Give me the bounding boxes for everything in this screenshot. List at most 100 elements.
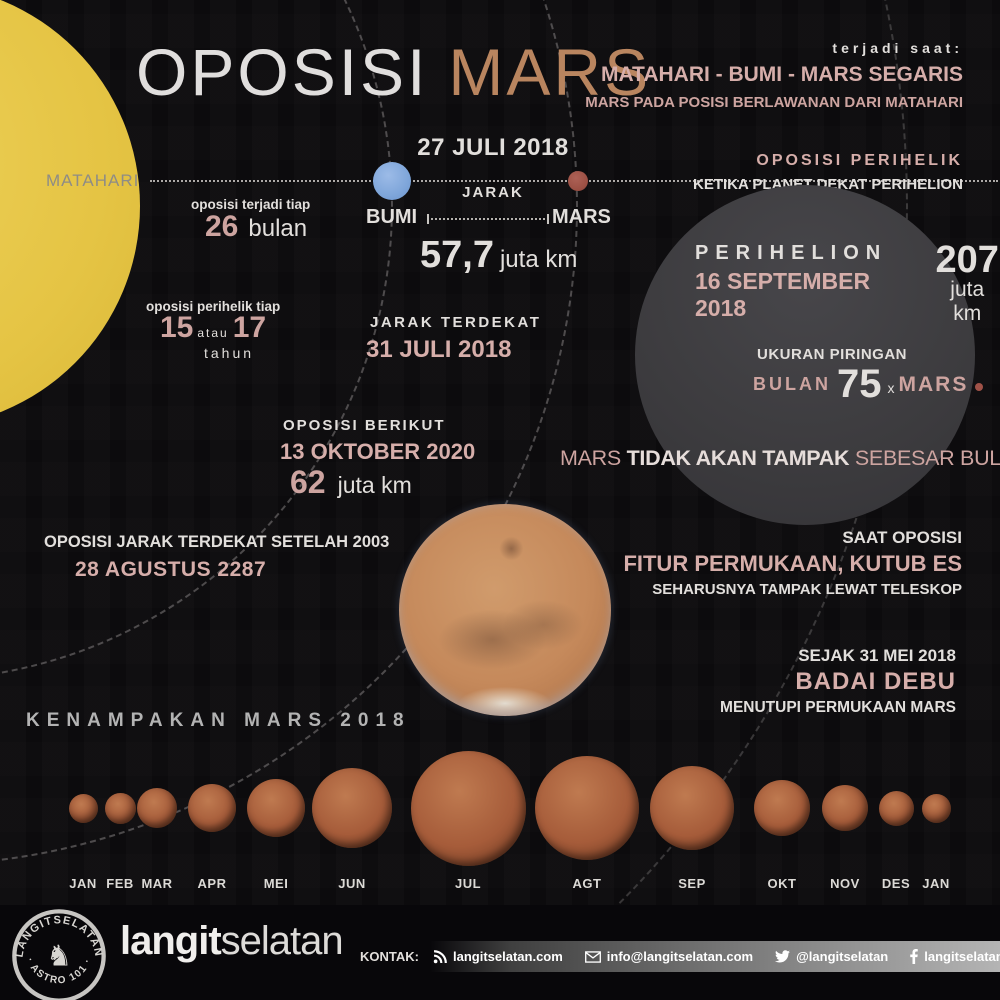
disc-mars-label: MARS [898,372,969,396]
page-title: OPOSISI MARS [136,34,651,110]
mars-globe-mar [137,788,177,828]
note-bold: TIDAK AKAN TAMPAK [626,446,850,470]
distance-value-row: 57,7 juta km [420,234,577,277]
dust-line1: SEJAK 31 MEI 2018 [798,646,956,665]
opposition-frequency-value: 26 bulan [205,210,307,244]
distance-unit: juta km [499,246,578,273]
alignment-subline: MARS PADA POSISI BERLAWANAN DARI MATAHAR… [585,94,963,111]
perihelic-opposition-header: OPOSISI PERIHELIK KETIKA PLANET DEKAT PE… [693,152,963,193]
perihelic-years-unit: tahun [204,345,255,361]
contact-facebook[interactable]: langitselatan [910,949,1000,964]
appearance-title: KENAMPAKAN MARS 2018 [26,710,411,731]
month-label-mar: MAR [141,876,173,891]
perihelic-title: OPOSISI PERIHELIK [756,152,963,169]
perihelion-distance-unit: juta km [950,278,985,326]
mars-globe-mei [247,779,305,837]
frequency-months-value: 26 [205,210,239,243]
mars-globe-agt [535,756,639,860]
mars-globe-feb [104,792,136,824]
perihelic-frequency-value: 15 atau 17 [160,311,266,345]
mars-globe-des [878,790,914,826]
month-label-agt: AGT [572,876,602,891]
perihelic-conjunction: atau [197,326,229,340]
telescope-line1: SAAT OPOSISI [842,528,962,547]
mars-globe-jul [410,750,526,866]
contact-email[interactable]: info@langitselatan.com [584,949,754,964]
rss-icon [433,949,447,963]
facebook-icon [910,949,919,964]
title-oposisi: OPOSISI [136,35,429,109]
brand-bold: langit [120,919,222,963]
record-opposition-label: OPOSISI JARAK TERDEKAT SETELAH 2003 [44,533,390,551]
contact-twitter-text: @langitselatan [796,949,889,964]
contact-website-text: langitselatan.com [452,949,563,964]
contacts-row: KONTAK: langitselatan.com info@langitsel… [360,941,1000,972]
contact-email-text: info@langitselatan.com [606,949,754,964]
earth-label: BUMI [366,206,418,228]
contact-twitter[interactable]: @langitselatan [775,949,888,964]
telescope-line3: SEHARUSNYA TAMPAK LEWAT TELESKOP [652,581,962,598]
distance-label: JARAK [462,184,524,201]
month-label-des: DES [881,876,911,891]
visibility-note: MARS TIDAK AKAN TAMPAK SEBESAR BULAN [560,446,1000,471]
sun-circle [0,0,140,428]
month-label-feb: FEB [106,876,134,891]
disc-size-row: BULAN 75 x MARS [753,362,984,407]
brand-wordmark: langitselatan [120,919,344,964]
disc-times-label: x [887,379,895,396]
earth-circle [373,162,411,200]
disc-size-label: UKURAN PIRINGAN [757,346,907,363]
mars-photo [399,504,611,716]
perihelion-block: PERIHELION 16 SEPTEMBER 2018 207 juta km [695,241,1000,326]
opposition-date: 27 JULI 2018 [417,134,569,161]
month-label-apr: APR [197,876,227,891]
alignment-line: MATAHARI - BUMI - MARS SEGARIS [600,63,963,86]
title-mars: MARS [448,35,652,109]
month-label-jul: JUL [454,876,482,891]
perihelion-date: 16 SEPTEMBER 2018 [695,268,871,321]
note-pre: MARS [560,446,627,470]
mars-size-dot [975,382,984,391]
next-opposition-date: 13 OKTOBER 2020 [280,439,476,464]
dust-line2: BADAI DEBU [795,668,956,695]
mars-globe-nov [822,785,868,831]
twitter-icon [775,950,791,963]
closest-distance-date: 31 JULI 2018 [366,336,512,363]
langitselatan-stamp-logo: LANGITSELATAN · ASTRO 101 · ♞ [12,909,106,1000]
dust-line3: MENUTUPI PERMUKAAN MARS [720,699,956,716]
contact-website[interactable]: langitselatan.com [433,949,563,964]
frequency-months-unit: bulan [248,215,308,242]
mars-globe-okt [754,780,810,836]
telescope-line2: FITUR PERMUKAAN, KUTUB ES [623,551,962,576]
brand-light: selatan [220,919,344,963]
telescope-block: SAAT OPOSISI FITUR PERMUKAAN, KUTUB ES S… [623,528,962,598]
distance-value: 57,7 [420,234,494,276]
occurs-when-label: terjadi saat: [832,40,963,56]
moon-disc-circle [635,185,975,525]
month-label-sep: SEP [678,876,706,891]
next-opposition-distance: 62 juta km [290,464,412,501]
contact-facebook-text: langitselatan [924,949,1000,964]
record-opposition-date: 28 AGUSTUS 2287 [75,558,267,581]
month-label-jan: JAN [69,876,97,891]
mars-globe-jun [312,768,392,848]
mars-circle [568,171,588,191]
opposition-frequency-label: oposisi terjadi tiap [191,197,311,212]
mars-globe-jan2 [921,793,951,823]
distance-measure-line [427,214,549,224]
perihelic-years-value2: 17 [232,311,267,344]
mars-label: MARS [552,206,611,228]
next-distance-unit: juta km [337,472,412,498]
kontak-label: KONTAK: [360,949,419,964]
month-label-jun: JUN [338,876,366,891]
mars-globe-apr [188,784,236,832]
month-label-nov: NOV [830,876,860,891]
footer-gradient-bar [430,941,1000,972]
mars-globe-jan [68,793,98,823]
month-label-okt: OKT [767,876,797,891]
dust-storm-block: SEJAK 31 MEI 2018 BADAI DEBU MENUTUPI PE… [720,646,956,717]
centaur-figure-icon: ♞ [46,941,72,973]
perihelic-frequency-label: oposisi perihelik tiap [146,299,281,314]
mail-icon [584,950,601,963]
